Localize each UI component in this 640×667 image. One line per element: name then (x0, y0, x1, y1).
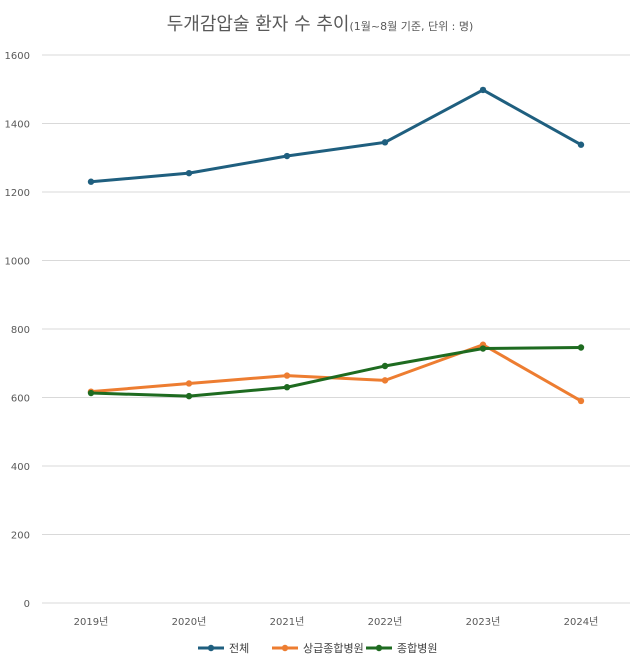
y-tick-label: 1400 (5, 120, 30, 131)
legend-label: 상급종합병원 (303, 642, 364, 655)
y-tick-label: 1200 (5, 188, 30, 199)
chart-title: 두개감압술 환자 수 추이(1월~8월 기준, 단위 : 명) (167, 14, 474, 35)
y-tick-label: 200 (11, 531, 30, 542)
data-point (577, 344, 585, 351)
x-tick-label: 2024년 (564, 616, 599, 628)
y-axis: 0 200 400 600 800 1000 1200 1400 1600 (5, 51, 30, 610)
x-tick-label: 2022년 (368, 616, 403, 628)
series-group (87, 86, 585, 405)
y-tick-label: 1000 (5, 257, 30, 268)
y-tick-label: 0 (24, 599, 30, 610)
series-line (89, 345, 583, 398)
y-tick-label: 400 (11, 462, 30, 473)
legend-marker (207, 644, 215, 652)
legend-label: 전체 (229, 642, 249, 655)
legend-item: 전체 (198, 642, 249, 655)
data-point (185, 380, 193, 387)
data-point (479, 86, 487, 94)
data-point (283, 372, 291, 379)
legend: 전체 상급종합병원 종합병원 (198, 642, 437, 655)
legend-marker (281, 644, 289, 652)
data-point (381, 362, 389, 370)
data-point (283, 152, 291, 160)
x-tick-label: 2020년 (172, 616, 207, 628)
data-point (283, 384, 291, 391)
data-point (87, 389, 95, 397)
legend-item: 상급종합병원 (272, 642, 364, 655)
series-line (89, 88, 583, 184)
y-tick-label: 800 (11, 325, 30, 336)
data-point (381, 139, 389, 146)
x-tick-label: 2021년 (270, 616, 305, 628)
legend-item: 종합병원 (366, 642, 437, 655)
data-point (381, 377, 389, 384)
legend-marker (375, 644, 383, 652)
data-point (185, 392, 193, 400)
x-tick-label: 2023년 (466, 616, 501, 628)
chart-subtitle: (1월~8월 기준, 단위 : 명) (349, 20, 473, 33)
chart-title-main: 두개감압술 환자 수 추이 (167, 14, 350, 35)
data-point (577, 397, 585, 405)
x-axis: 2019년 2020년 2021년 2022년 2023년 2024년 (74, 616, 599, 628)
legend-label: 종합병원 (397, 642, 437, 655)
data-point (577, 141, 585, 148)
data-point (185, 169, 193, 177)
gridlines (42, 54, 630, 604)
y-tick-label: 1600 (5, 51, 30, 62)
data-point (87, 178, 95, 185)
series-2 (87, 344, 585, 400)
x-tick-label: 2019년 (74, 616, 109, 628)
y-tick-label: 600 (11, 394, 30, 405)
series-line (89, 343, 583, 403)
series-0 (87, 86, 585, 185)
data-point (479, 345, 487, 352)
